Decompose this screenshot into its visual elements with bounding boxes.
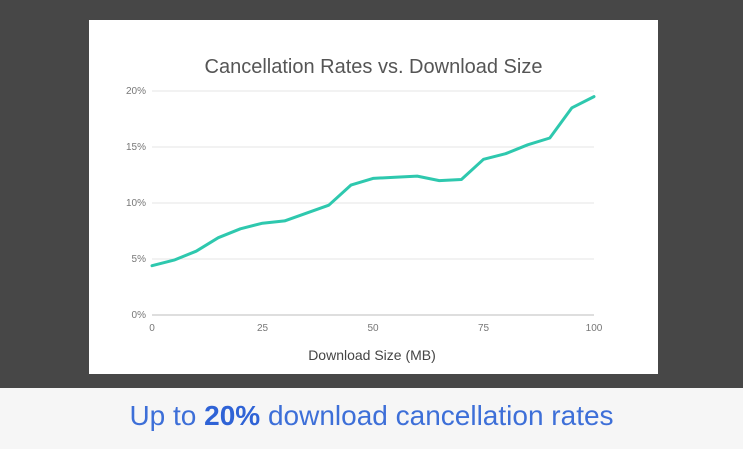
x-tick-label: 25	[257, 323, 269, 334]
y-tick-labels: 0% 5% 10% 15% 20%	[126, 86, 146, 321]
grid-lines	[152, 90, 594, 316]
x-tick-label: 75	[478, 323, 490, 334]
caption-band	[0, 388, 743, 449]
y-tick-label: 10%	[126, 198, 146, 209]
caption-prefix: Up to	[129, 400, 205, 431]
x-axis-label: Download Size (MB)	[308, 347, 436, 363]
x-tick-label: 0	[149, 323, 155, 334]
line-chart: 0% 5% 10% 15% 20% 0 25 50 75 100 Download Size (…	[126, 86, 603, 363]
chart-title: Cancellation Rates vs. Download Size	[204, 56, 543, 78]
caption-highlight: 20%	[204, 400, 261, 431]
y-tick-label: 20%	[126, 86, 146, 97]
slide-caption: Up to 20% download cancellation rates	[0, 400, 743, 432]
caption-suffix: download cancellation rates	[260, 400, 614, 431]
y-tick-label: 15%	[126, 142, 146, 153]
y-tick-label: 5%	[132, 254, 147, 265]
y-tick-label: 0%	[132, 310, 147, 321]
x-tick-label: 50	[367, 323, 379, 334]
chart-card: Cancellation Rates vs. Download Size 0% 5…	[89, 20, 658, 374]
series-layer	[150, 95, 596, 268]
x-tick-labels: 0 25 50 75 100	[149, 323, 603, 334]
series-line	[150, 95, 596, 268]
x-tick-label: 100	[586, 323, 603, 334]
